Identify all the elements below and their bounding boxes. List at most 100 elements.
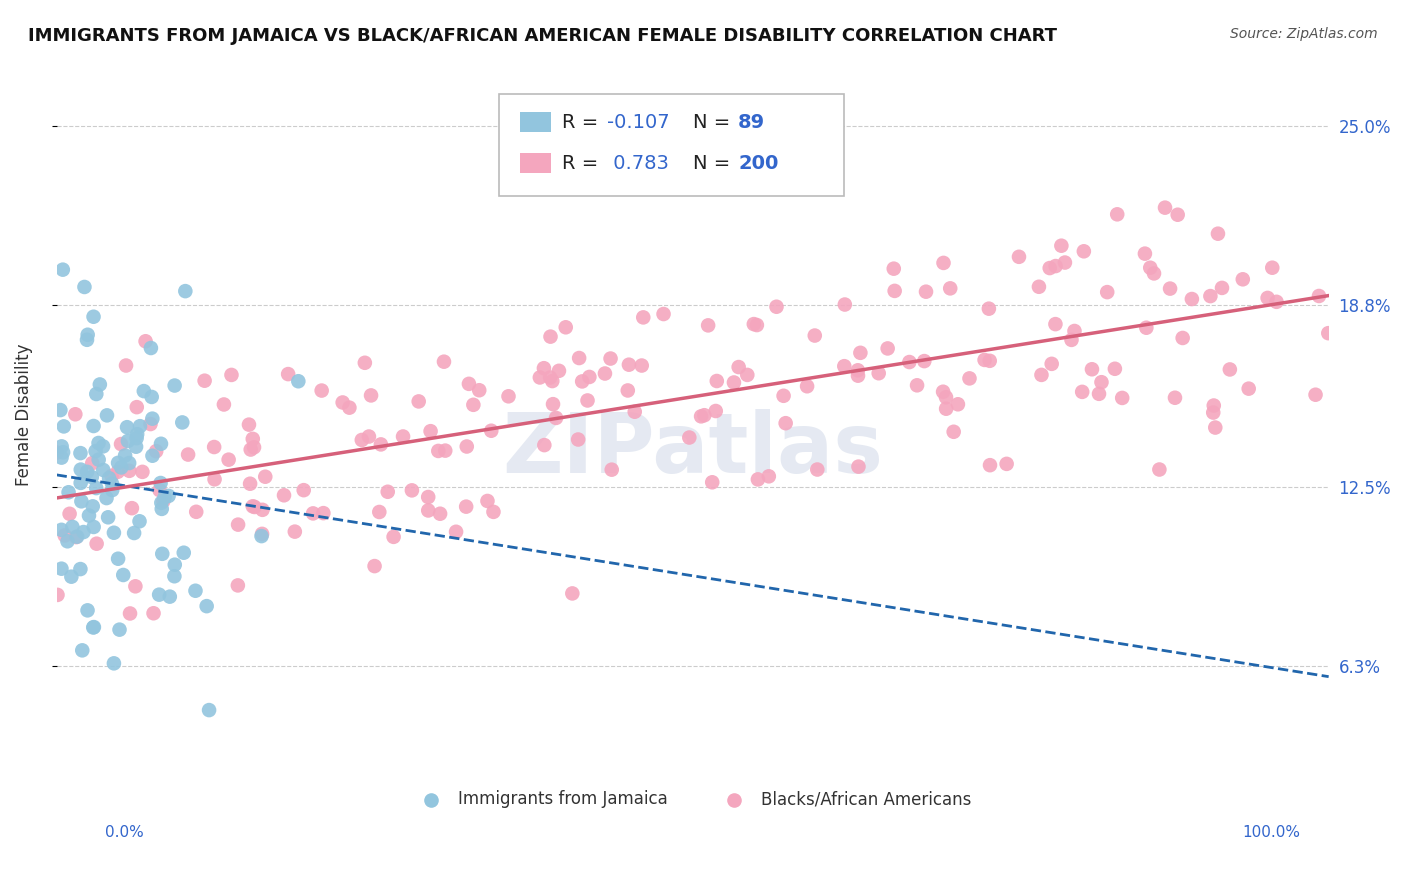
Point [1159, 282, 1181, 296]
Point [108, 623, 131, 637]
Point [1206, 227, 1229, 241]
Point [73, 280, 96, 294]
Point [633, 310, 655, 325]
Point [1308, 289, 1330, 303]
Point [1149, 462, 1171, 476]
Point [617, 384, 640, 398]
Point [1081, 362, 1104, 376]
Point [538, 370, 561, 384]
Point [150, 496, 173, 510]
Point [1202, 399, 1225, 413]
Point [1040, 357, 1063, 371]
Point [849, 346, 872, 360]
Point [45, 445, 67, 459]
Point [132, 384, 155, 398]
Point [433, 354, 456, 368]
Point [148, 483, 170, 497]
Point [1199, 289, 1222, 303]
Point [408, 394, 430, 409]
Point [118, 456, 141, 470]
Point [377, 484, 399, 499]
Point [221, 368, 243, 382]
Point [163, 558, 186, 572]
Point [83, 419, 105, 434]
Point [273, 488, 295, 502]
Point [239, 442, 262, 457]
Point [69, 462, 91, 476]
Point [84, 444, 107, 458]
Point [690, 409, 713, 424]
Point [529, 370, 551, 384]
Point [66, 530, 89, 544]
Text: ZIPatlas: ZIPatlas [502, 409, 883, 490]
Point [172, 416, 194, 430]
Point [418, 503, 440, 517]
Point [554, 320, 576, 334]
Point [1008, 250, 1031, 264]
Point [1261, 260, 1284, 275]
Point [427, 444, 450, 458]
Point [173, 546, 195, 560]
Point [1317, 326, 1340, 341]
Point [1045, 259, 1067, 273]
Point [1219, 362, 1241, 376]
Point [149, 476, 172, 491]
Point [150, 547, 173, 561]
Point [765, 300, 787, 314]
Point [723, 376, 745, 390]
Point [1171, 331, 1194, 345]
Text: 0.783: 0.783 [607, 153, 669, 173]
Point [1090, 375, 1112, 389]
Point [114, 449, 136, 463]
Point [1164, 391, 1187, 405]
Point [145, 444, 167, 458]
Point [107, 456, 129, 470]
Point [939, 281, 962, 295]
Point [84, 481, 107, 495]
Point [103, 657, 125, 671]
Point [65, 407, 87, 421]
Point [623, 405, 645, 419]
Point [775, 416, 797, 430]
Text: 200: 200 [738, 153, 779, 173]
Point [600, 463, 623, 477]
Point [159, 590, 181, 604]
Point [1031, 368, 1053, 382]
Point [370, 437, 392, 451]
Point [568, 351, 591, 365]
Point [363, 559, 385, 574]
Point [250, 529, 273, 543]
Point [202, 440, 225, 454]
Point [745, 318, 768, 332]
Point [1265, 294, 1288, 309]
Point [52, 445, 75, 459]
Point [163, 378, 186, 392]
Point [242, 432, 264, 446]
Point [127, 427, 149, 442]
Point [418, 490, 440, 504]
Point [599, 351, 621, 366]
Point [131, 465, 153, 479]
Point [69, 446, 91, 460]
Point [848, 459, 870, 474]
Point [1211, 281, 1233, 295]
Point [704, 404, 727, 418]
Point [69, 475, 91, 490]
Point [567, 433, 589, 447]
Point [883, 261, 905, 276]
Point [401, 483, 423, 498]
Point [1045, 317, 1067, 331]
Point [238, 417, 260, 432]
Point [973, 353, 995, 368]
Point [239, 476, 262, 491]
Point [152, 494, 174, 508]
Point [350, 433, 373, 447]
Point [252, 503, 274, 517]
Point [76, 327, 98, 342]
Point [479, 424, 502, 438]
Point [1135, 320, 1157, 334]
Point [277, 367, 299, 381]
Point [360, 388, 382, 402]
Point [463, 398, 485, 412]
Point [76, 465, 98, 479]
